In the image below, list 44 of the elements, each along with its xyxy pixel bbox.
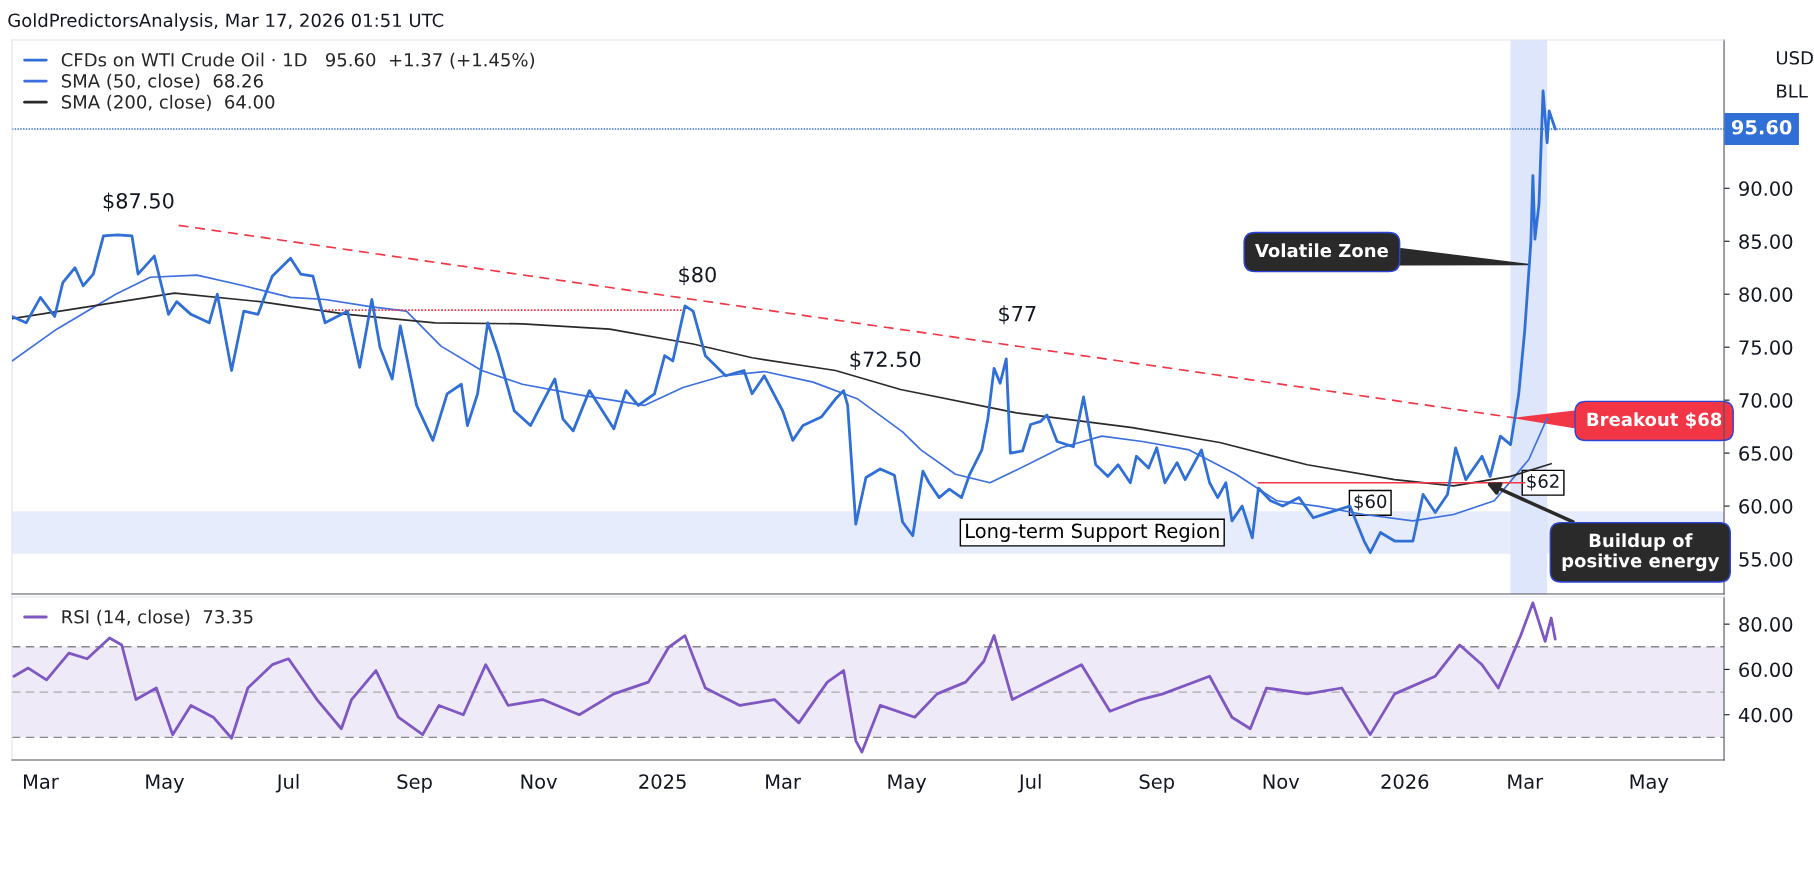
annotation: $62 [1527,474,1559,491]
x-tick-label: Sep [397,774,432,793]
legend-label: RSI (14, close) 73.35 [62,609,253,626]
x-tick-label: Jul [275,773,299,793]
x-tick-label: 2025 [639,774,686,789]
text: USD [1776,50,1813,65]
y-tick-label: 85.00 [1739,234,1793,249]
annotation: Buildup of positive energy [1562,533,1720,572]
x-tick-label: Jul [1017,773,1041,793]
x-tick-label: Nov [521,774,557,789]
x-tick-label: Nov [1263,774,1300,789]
y-tick-label: 80.00 [1739,617,1793,632]
annotation: Breakout $68 [1587,412,1722,429]
legend-label: SMA (200, close) 64.00 [61,94,275,111]
x-tick-label: Mar [766,774,801,789]
line-series [12,601,1557,754]
x-tick-label: Sep [1139,774,1174,793]
x-tick-label: May [888,774,927,793]
y-tick-label: 70.00 [1739,393,1793,408]
chart-title: GoldPredictorsAnalysis, Mar 17, 2026 01:51 UTC [8,13,444,31]
x-tick-label: Mar [24,774,59,789]
y-tick-label: 55.00 [1739,551,1793,567]
y-tick-label: 90.00 [1739,181,1793,196]
x-tick-label: May [146,774,184,793]
annotation: $72.50 [850,351,921,370]
annotation: $60 [1354,494,1387,511]
legend-label: CFDs on WTI Crude Oil · 1D 95.60 +1.37 (+1.45%) [61,52,535,69]
ref-line-label: 95.60 [1731,119,1792,135]
x-tick-label: May [1630,774,1669,793]
annotation: Volatile Zone [1255,243,1388,258]
x-tick-label: 2026 [1381,774,1429,789]
y-tick-label: 80.00 [1739,287,1793,302]
x-tick-label: Mar [1508,774,1544,789]
y-tick-label: 65.00 [1739,446,1793,461]
annotation: $77 [999,305,1036,325]
text: BLL [1777,84,1808,98]
y-tick-label: 60.00 [1739,499,1793,514]
legend-label: SMA (50, close) 68.26 [61,73,263,90]
annotation: $87.50 [103,192,174,212]
y-tick-label: 40.00 [1738,707,1793,723]
y-tick-label: 75.00 [1739,340,1793,355]
band-label: Long-term Support Region [966,523,1219,542]
annotation: $80 [679,266,716,286]
y-tick-label: 60.00 [1739,662,1793,678]
